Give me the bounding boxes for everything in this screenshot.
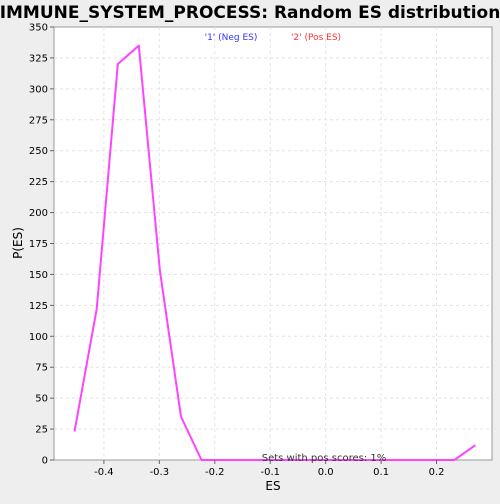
y-tick-label: 75	[35, 363, 48, 374]
y-tick-label: 50	[35, 394, 48, 405]
x-tick-label: -0.3	[150, 467, 170, 478]
legend-pos-es: '2' (Pos ES)	[291, 33, 341, 43]
y-tick-label: 300	[29, 84, 48, 95]
x-tick-label: -0.4	[94, 467, 114, 478]
y-tick-label: 275	[29, 115, 48, 126]
y-tick-label: 175	[29, 239, 48, 250]
y-tick-label: 0	[42, 456, 48, 467]
x-tick-label: -0.1	[260, 467, 280, 478]
series-layer	[73, 44, 476, 461]
grid	[54, 27, 492, 460]
y-tick-label: 325	[29, 53, 48, 64]
axes: 0 25 50 75 100 125 150 175 200 225 250 275 300 325 350…	[29, 23, 445, 479]
x-tick-label: 0.2	[429, 467, 445, 478]
y-axis-label: P(ES)	[11, 227, 25, 259]
y-tick-label: 25	[35, 425, 48, 436]
y-tick-label: 250	[29, 146, 48, 157]
es-distribution-line	[73, 44, 476, 461]
x-axis-label: ES	[265, 479, 280, 493]
x-tick-label: -0.2	[205, 467, 225, 478]
x-tick-label: 0.0	[318, 467, 334, 478]
chart-title: IMMUNE_SYSTEM_PROCESS: Random ES distrib…	[0, 3, 500, 23]
y-tick-label: 150	[29, 270, 48, 281]
x-tick-label: 0.1	[373, 467, 389, 478]
y-tick-label: 200	[29, 208, 48, 219]
y-tick-label: 225	[29, 177, 48, 188]
legend-neg-es: '1' (Neg ES)	[205, 33, 258, 43]
pos-scores-annotation: Sets with pos scores: 1%	[262, 453, 387, 464]
y-tick-label: 125	[29, 301, 48, 312]
y-tick-label: 350	[29, 23, 48, 34]
y-tick-label: 100	[29, 332, 48, 343]
